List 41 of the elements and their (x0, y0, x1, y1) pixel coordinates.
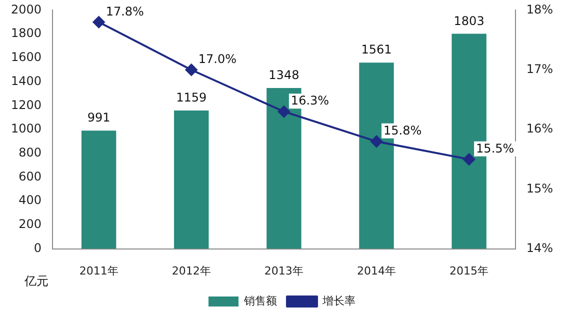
y-tick-label: 1600 (10, 50, 42, 64)
data-label: 17.0% (198, 52, 236, 66)
x-tick-label: 2015年 (450, 264, 489, 278)
data-label: 991 (87, 110, 110, 125)
data-label: 1803 (454, 14, 484, 28)
data-label: 1348 (268, 68, 300, 82)
legend-label: 增长率 (322, 294, 356, 308)
y2-tick-label: 14% (526, 240, 553, 255)
y-tick-label: 1400 (10, 74, 42, 88)
bar (174, 110, 209, 249)
y2-tick-label: 15% (526, 181, 553, 196)
data-label: 15.8% (383, 124, 422, 138)
y2-tick-label: 18% (526, 2, 553, 16)
bar (81, 130, 116, 249)
data-label: 15.5% (476, 141, 514, 156)
x-tick-label: 2012年 (172, 264, 211, 278)
y-tick-label: 600 (18, 169, 42, 184)
x-tick-label: 2013年 (264, 264, 304, 278)
point (92, 16, 105, 28)
y-tick-label: 1200 (10, 98, 42, 112)
y-tick-label: 1800 (10, 26, 42, 40)
point (370, 135, 382, 148)
data-label: 17.8% (106, 4, 144, 18)
data-label: 1159 (176, 90, 207, 105)
y-tick-label: 800 (18, 145, 42, 160)
y-tick-label: 400 (18, 193, 42, 208)
y-tick-label: 2000 (10, 2, 42, 16)
point (185, 64, 198, 76)
data-label: 16.3% (290, 94, 330, 108)
x-tick-label: 2014年 (356, 264, 396, 278)
point (463, 153, 476, 166)
y2-tick-label: 17% (526, 62, 553, 76)
y-tick-label: 0 (34, 240, 42, 255)
x-tick-label: 2011年 (79, 264, 118, 278)
legend-label: 销售额 (243, 294, 277, 308)
y2-tick-label: 16% (526, 122, 553, 136)
data-label: 1561 (361, 42, 392, 57)
point (278, 106, 290, 118)
y-axis-title: 亿元 (24, 274, 49, 288)
y-tick-label: 1000 (10, 122, 42, 136)
y-tick-label: 200 (18, 217, 42, 232)
